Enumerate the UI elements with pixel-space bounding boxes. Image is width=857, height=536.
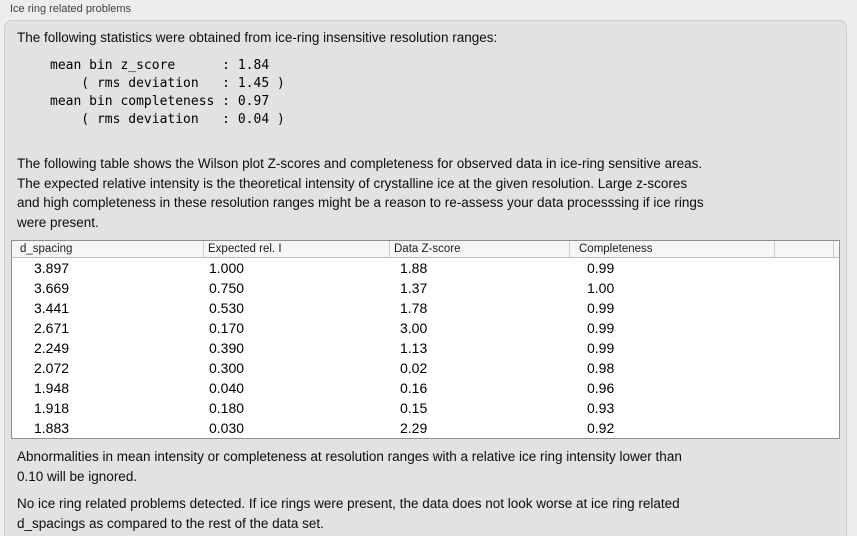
table-row[interactable]: 1.948 0.040 0.16 0.96	[12, 378, 839, 398]
cell-data-z-score: 0.16	[400, 380, 428, 396]
ice-ring-table: d_spacing Expected rel. I Data Z-score C…	[11, 240, 840, 439]
cell-expected-rel-i: 0.530	[209, 300, 245, 316]
cell-completeness: 0.99	[587, 260, 615, 276]
column-header-filler	[834, 241, 839, 257]
table-description-line: The expected relative intensity is the t…	[17, 175, 688, 191]
conclusion-text: No ice ring related problems detected. I…	[17, 494, 680, 533]
conclusion-line: No ice ring related problems detected. I…	[17, 496, 680, 511]
footnote-line: Abnormalities in mean intensity or compl…	[17, 449, 682, 464]
column-header-expected-rel-i[interactable]: Expected rel. I	[204, 241, 390, 257]
cell-empty	[775, 318, 839, 338]
cell-expected-rel-i: 0.750	[209, 280, 245, 296]
footnote-text: Abnormalities in mean intensity or compl…	[17, 447, 682, 486]
cell-completeness: 1.00	[587, 280, 615, 296]
table-description-line: and high completeness in these resolutio…	[17, 195, 704, 210]
cell-empty	[775, 298, 839, 318]
column-header-d-spacing[interactable]: d_spacing	[12, 241, 204, 257]
cell-data-z-score: 1.78	[400, 300, 428, 316]
intro-text: The following statistics were obtained f…	[17, 30, 498, 45]
column-header-completeness[interactable]: Completeness	[570, 241, 775, 257]
table-row[interactable]: 3.897 1.000 1.88 0.99	[12, 258, 839, 278]
cell-data-z-score: 1.37	[400, 280, 428, 296]
cell-empty	[775, 418, 839, 438]
cell-d-spacing: 2.671	[34, 320, 70, 336]
table-description: The following table shows the Wilson plo…	[17, 154, 704, 232]
cell-empty	[775, 278, 839, 298]
cell-empty	[775, 398, 839, 418]
cell-d-spacing: 2.072	[34, 360, 70, 376]
cell-expected-rel-i: 1.000	[209, 260, 245, 276]
cell-expected-rel-i: 0.300	[209, 360, 245, 376]
stat-line-completeness-rms-deviation: ( rms deviation : 0.04 )	[50, 112, 285, 127]
conclusion-line: d_spacings as compared to the rest of th…	[17, 515, 324, 531]
cell-completeness: 0.92	[587, 420, 615, 436]
cell-d-spacing: 1.948	[34, 380, 70, 396]
cell-d-spacing: 3.669	[34, 280, 70, 296]
table-row[interactable]: 2.671 0.170 3.00 0.99	[12, 318, 839, 338]
cell-empty	[775, 358, 839, 378]
cell-data-z-score: 2.29	[400, 420, 428, 436]
table-row[interactable]: 1.918 0.180 0.15 0.93	[12, 398, 839, 418]
table-row[interactable]: 3.441 0.530 1.78 0.99	[12, 298, 839, 318]
footnote-line: 0.10 will be ignored.	[17, 468, 138, 484]
table-row[interactable]: 3.669 0.750 1.37 1.00	[12, 278, 839, 298]
cell-empty	[775, 338, 839, 358]
cell-completeness: 0.96	[587, 380, 615, 396]
cell-data-z-score: 1.88	[400, 260, 428, 276]
cell-expected-rel-i: 0.390	[209, 340, 245, 356]
table-description-line: The following table shows the Wilson plo…	[17, 156, 703, 171]
cell-completeness: 0.98	[587, 360, 615, 376]
cell-completeness: 0.99	[587, 320, 615, 336]
stats-block: mean bin z_score : 1.84 ( rms deviation …	[50, 57, 285, 129]
column-header-empty	[775, 241, 834, 257]
cell-data-z-score: 1.13	[400, 340, 428, 356]
stat-line-mean-z-score: mean bin z_score : 1.84	[50, 58, 270, 73]
cell-data-z-score: 0.02	[400, 360, 428, 376]
cell-d-spacing: 3.441	[34, 300, 70, 316]
stat-line-z-rms-deviation: ( rms deviation : 1.45 )	[50, 76, 285, 91]
cell-data-z-score: 0.15	[400, 400, 428, 416]
panel-title: Ice ring related problems	[10, 3, 132, 15]
cell-data-z-score: 3.00	[400, 320, 428, 336]
table-row[interactable]: 2.249 0.390 1.13 0.99	[12, 338, 839, 358]
group-box: The following statistics were obtained f…	[4, 20, 847, 536]
table-description-line: were present.	[17, 214, 99, 230]
cell-empty	[775, 378, 839, 398]
cell-d-spacing: 1.918	[34, 400, 70, 416]
cell-d-spacing: 2.249	[34, 340, 70, 356]
cell-d-spacing: 3.897	[34, 260, 70, 276]
column-header-data-z-score[interactable]: Data Z-score	[390, 241, 570, 257]
cell-expected-rel-i: 0.180	[209, 400, 245, 416]
cell-expected-rel-i: 0.030	[209, 420, 245, 436]
table-row[interactable]: 1.883 0.030 2.29 0.92	[12, 418, 839, 438]
cell-completeness: 0.99	[587, 340, 615, 356]
cell-completeness: 0.93	[587, 400, 615, 416]
table-row[interactable]: 2.072 0.300 0.02 0.98	[12, 358, 839, 378]
cell-completeness: 0.99	[587, 300, 615, 316]
cell-expected-rel-i: 0.040	[209, 380, 245, 396]
stat-line-mean-completeness: mean bin completeness : 0.97	[50, 94, 270, 109]
cell-expected-rel-i: 0.170	[209, 320, 245, 336]
table-header-row: d_spacing Expected rel. I Data Z-score C…	[12, 241, 839, 258]
cell-empty	[775, 258, 839, 278]
cell-d-spacing: 1.883	[34, 420, 70, 436]
